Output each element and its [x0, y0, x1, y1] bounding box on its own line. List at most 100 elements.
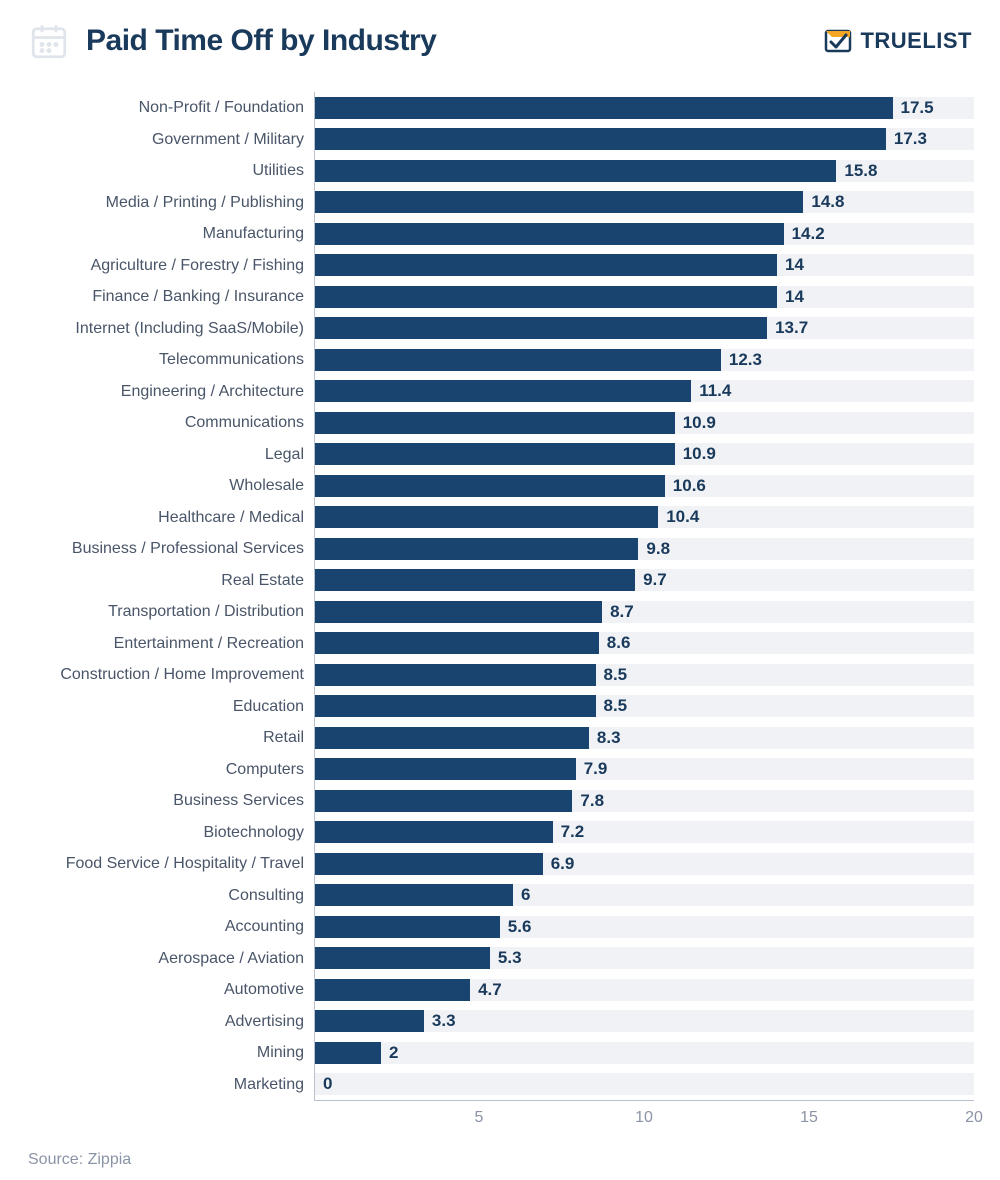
bar — [315, 632, 599, 654]
bar-row: 12.3 — [315, 344, 974, 376]
y-label: Communications — [185, 407, 304, 439]
bar — [315, 884, 513, 906]
logo-text: TRUELIST — [860, 28, 972, 54]
bar-value-label: 14.8 — [811, 192, 844, 212]
y-label: Real Estate — [221, 565, 304, 597]
x-tick-label: 5 — [475, 1109, 484, 1127]
bar-value-label: 5.6 — [508, 917, 532, 937]
bar-value-label: 13.7 — [775, 318, 808, 338]
bar-row: 11.4 — [315, 376, 974, 408]
y-label: Biotechnology — [203, 817, 304, 849]
y-label: Legal — [265, 439, 304, 471]
bar — [315, 758, 576, 780]
bar-value-label: 0 — [323, 1074, 332, 1094]
bar — [315, 317, 767, 339]
bar-row: 2 — [315, 1037, 974, 1069]
bar — [315, 853, 543, 875]
bar-value-label: 9.8 — [646, 539, 670, 559]
y-label: Agriculture / Forestry / Fishing — [91, 250, 304, 282]
bar-value-label: 7.8 — [580, 791, 604, 811]
bar — [315, 664, 596, 686]
bar — [315, 254, 777, 276]
bar-value-label: 6 — [521, 885, 530, 905]
bar-value-label: 12.3 — [729, 350, 762, 370]
bar — [315, 286, 777, 308]
y-label: Healthcare / Medical — [158, 502, 304, 534]
chart-title: Paid Time Off by Industry — [86, 24, 436, 58]
bar-value-label: 11.4 — [699, 381, 731, 401]
bar-row: 0 — [315, 1069, 974, 1101]
bar-row: 8.6 — [315, 628, 974, 660]
chart-area: Non-Profit / FoundationGovernment / Mili… — [24, 92, 976, 1100]
bar-row: 10.4 — [315, 502, 974, 534]
bar-row: 14.2 — [315, 218, 974, 250]
y-label: Retail — [263, 722, 304, 754]
bar-row: 10.9 — [315, 439, 974, 471]
y-label: Marketing — [234, 1069, 304, 1101]
bar — [315, 979, 470, 1001]
bar — [315, 412, 675, 434]
y-label: Aerospace / Aviation — [158, 943, 304, 975]
bar — [315, 443, 675, 465]
y-label: Telecommunications — [159, 344, 304, 376]
bar-row: 8.7 — [315, 596, 974, 628]
bar-value-label: 17.3 — [894, 129, 927, 149]
bar-row: 6.9 — [315, 848, 974, 880]
bar-row: 6 — [315, 880, 974, 912]
y-label: Non-Profit / Foundation — [139, 92, 304, 124]
y-label: Computers — [226, 754, 304, 786]
bar-value-label: 14 — [785, 287, 804, 307]
bar — [315, 349, 721, 371]
bar-row: 8.5 — [315, 659, 974, 691]
source-citation: Source: Zippia — [24, 1151, 976, 1169]
y-label: Advertising — [225, 1006, 304, 1038]
y-label: Business / Professional Services — [72, 533, 304, 565]
bar-row: 15.8 — [315, 155, 974, 187]
y-label: Entertainment / Recreation — [114, 628, 304, 660]
bar-value-label: 7.2 — [561, 822, 585, 842]
y-label: Automotive — [224, 974, 304, 1006]
header-left: Paid Time Off by Industry — [28, 20, 436, 62]
bar-row: 7.9 — [315, 754, 974, 786]
bar — [315, 790, 572, 812]
x-tick-label: 10 — [635, 1109, 653, 1127]
y-label: Government / Military — [152, 124, 304, 156]
bar — [315, 160, 836, 182]
bar-row: 17.3 — [315, 124, 974, 156]
bar — [315, 191, 803, 213]
bar-value-label: 8.5 — [604, 696, 628, 716]
bar — [315, 947, 490, 969]
bar-row: 10.9 — [315, 407, 974, 439]
y-label: Media / Printing / Publishing — [106, 187, 304, 219]
bar-row: 14.8 — [315, 187, 974, 219]
y-label: Finance / Banking / Insurance — [92, 281, 304, 313]
bar-track — [315, 1042, 974, 1064]
y-label: Wholesale — [229, 470, 304, 502]
bar-row: 7.2 — [315, 817, 974, 849]
calendar-icon — [28, 20, 70, 62]
y-label: Construction / Home Improvement — [60, 659, 304, 691]
x-axis: 5101520 — [314, 1100, 974, 1135]
bar-row: 5.3 — [315, 943, 974, 975]
bar-value-label: 8.7 — [610, 602, 634, 622]
bar-value-label: 2 — [389, 1043, 398, 1063]
bar-value-label: 14.2 — [792, 224, 825, 244]
bar-row: 7.8 — [315, 785, 974, 817]
bar-row: 8.3 — [315, 722, 974, 754]
bar-value-label: 6.9 — [551, 854, 575, 874]
chart-container: Non-Profit / FoundationGovernment / Mili… — [24, 92, 976, 1135]
bar — [315, 916, 500, 938]
bar — [315, 1010, 424, 1032]
bars-area: 17.517.315.814.814.2141413.712.311.410.9… — [314, 92, 974, 1100]
logo-mark-icon — [822, 25, 854, 57]
y-label: Manufacturing — [203, 218, 304, 250]
bar-value-label: 9.7 — [643, 570, 667, 590]
bar-value-label: 4.7 — [478, 980, 502, 1000]
bar — [315, 380, 691, 402]
bar-value-label: 17.5 — [901, 98, 934, 118]
bar-value-label: 8.3 — [597, 728, 621, 748]
bar-row: 8.5 — [315, 691, 974, 723]
y-label: Engineering / Architecture — [121, 376, 304, 408]
bar — [315, 223, 784, 245]
bar-value-label: 8.5 — [604, 665, 628, 685]
